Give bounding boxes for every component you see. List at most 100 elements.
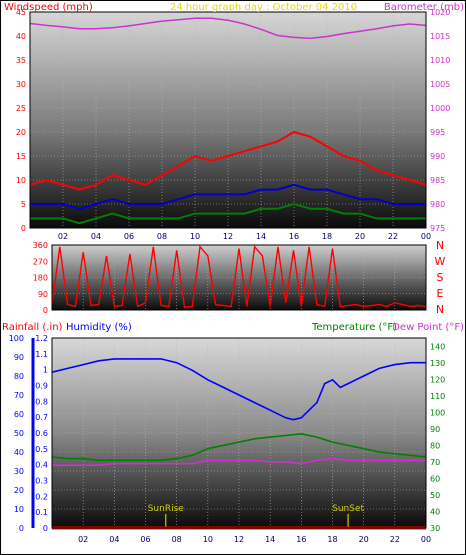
series-wind-speed xyxy=(30,202,426,225)
rainfall-tick-label: 1 xyxy=(43,366,48,375)
wind-x-tick-label: 04 xyxy=(91,232,101,241)
direction-panel-frame xyxy=(51,244,427,311)
wind-x-tick-label: 08 xyxy=(157,232,167,241)
rainfall-tick-label: 0.1 xyxy=(35,508,48,517)
series-wind-average xyxy=(30,183,426,210)
temperature-tick-label: 110 xyxy=(430,392,445,401)
windspeed-tick-label: 10 xyxy=(16,176,26,185)
temperature-tick-label: 70 xyxy=(430,458,440,467)
humidity-tick-label: 60 xyxy=(14,410,24,419)
sun-marker-label: SunSet xyxy=(332,504,364,514)
graph-title: 24 hour graph day : October 04 2010 xyxy=(170,2,357,13)
climate-x-tick-label: 08 xyxy=(172,535,182,544)
temperature-axis-label: Temperature (°F) xyxy=(311,322,397,333)
barometer-tick-label: 980 xyxy=(430,200,445,209)
barometer-axis-label: Barometer (mb) xyxy=(384,2,464,13)
windspeed-tick-label: 5 xyxy=(21,200,26,209)
humidity-tick-label: 30 xyxy=(14,467,24,476)
wind-panel-frame xyxy=(29,11,427,229)
humidity-tick-label: 10 xyxy=(14,505,24,514)
compass-label: N xyxy=(436,303,444,316)
rainfall-tick-label: 0.7 xyxy=(35,413,48,422)
climate-x-tick-label: 12 xyxy=(234,535,244,544)
wind-x-tick-label: 22 xyxy=(388,232,398,241)
windspeed-tick-label: 35 xyxy=(16,56,26,65)
rainfall-tick-label: 0.9 xyxy=(35,382,48,391)
climate-x-tick-label: 06 xyxy=(140,535,150,544)
barometer-tick-label: 995 xyxy=(430,128,445,137)
wind-x-tick-label: 12 xyxy=(223,232,233,241)
wind-x-tick-label: 20 xyxy=(355,232,365,241)
temperature-tick-label: 90 xyxy=(430,425,440,434)
series-barometer-mb- xyxy=(29,17,427,40)
barometer-tick-label: 1010 xyxy=(430,56,450,65)
compass-label: E xyxy=(437,287,444,300)
dewpoint-axis-label: Dew Point (°F) xyxy=(392,322,464,333)
windspeed-tick-label: 45 xyxy=(16,8,26,17)
temperature-tick-label: 50 xyxy=(430,491,440,500)
series-wind-gust xyxy=(29,130,427,191)
rainfall-tick-label: 0.2 xyxy=(35,492,48,501)
barometer-tick-label: 985 xyxy=(430,176,445,185)
wind-x-tick-label: 10 xyxy=(190,232,200,241)
humidity-tick-label: 80 xyxy=(14,372,24,381)
windspeed-tick-label: 0 xyxy=(21,224,26,233)
rainfall-tick-label: 1.1 xyxy=(35,350,48,359)
barometer-tick-label: 1000 xyxy=(430,104,450,113)
compass-label: W xyxy=(435,255,446,268)
climate-x-tick-label: 18 xyxy=(327,535,337,544)
climate-panel-ticks: 010203040506070809010000.10.20.30.40.50.… xyxy=(9,334,446,544)
temperature-tick-label: 60 xyxy=(430,474,440,483)
wind-x-tick-label: 18 xyxy=(322,232,332,241)
barometer-tick-label: 990 xyxy=(430,152,445,161)
temperature-tick-label: 80 xyxy=(430,441,440,450)
series-temperature-f xyxy=(51,432,427,462)
compass-label: S xyxy=(437,271,444,284)
compass-label: N xyxy=(436,239,444,252)
barometer-tick-label: 1005 xyxy=(430,80,450,89)
rainfall-tick-label: 0.6 xyxy=(35,429,48,438)
climate-x-tick-label: 20 xyxy=(359,535,369,544)
direction-tick-label: 0 xyxy=(43,306,48,315)
direction-tick-label: 270 xyxy=(33,257,48,266)
direction-tick-label: 180 xyxy=(33,274,48,283)
sun-marker-label: SunRise xyxy=(148,504,185,514)
climate-panel-frame xyxy=(51,337,427,529)
temperature-tick-label: 120 xyxy=(430,375,445,384)
climate-x-tick-label: 14 xyxy=(265,535,275,544)
rainfall-tick-label: 0.5 xyxy=(35,445,48,454)
windspeed-axis-label: Windspeed (mph) xyxy=(4,2,93,13)
climate-x-tick-label: 16 xyxy=(296,535,306,544)
direction-tick-label: 90 xyxy=(38,290,48,299)
barometer-tick-label: 1015 xyxy=(430,32,450,41)
humidity-axis-label: Humidity (%) xyxy=(66,322,132,333)
humidity-tick-label: 100 xyxy=(9,334,24,343)
climate-x-tick-label: 04 xyxy=(109,535,119,544)
wind-x-tick-label: 14 xyxy=(256,232,266,241)
humidity-tick-label: 20 xyxy=(14,486,24,495)
windspeed-tick-label: 15 xyxy=(16,152,26,161)
humidity-tick-label: 90 xyxy=(14,353,24,362)
direction-tick-label: 360 xyxy=(33,241,48,250)
windspeed-tick-label: 40 xyxy=(16,32,26,41)
rainfall-tick-label: 0.8 xyxy=(35,397,48,406)
rainfall-axis-label: Rainfall (.in) xyxy=(2,322,63,333)
windspeed-tick-label: 25 xyxy=(16,104,26,113)
humidity-tick-label: 70 xyxy=(14,391,24,400)
climate-x-tick-label: 22 xyxy=(390,535,400,544)
rainfall-tick-label: 0.4 xyxy=(35,461,48,470)
windspeed-tick-label: 20 xyxy=(16,128,26,137)
series-dew-point-f xyxy=(52,457,426,467)
wind-panel-ticks: 0510152025303540459759809859909951000100… xyxy=(16,8,451,241)
humidity-tick-label: 40 xyxy=(14,448,24,457)
barometer-tick-label: 975 xyxy=(430,224,445,233)
series-wind-direction xyxy=(51,245,427,309)
wind-x-tick-label: 02 xyxy=(58,232,68,241)
temperature-tick-label: 100 xyxy=(430,408,445,417)
climate-x-tick-label: 10 xyxy=(203,535,213,544)
temperature-tick-label: 30 xyxy=(430,524,440,533)
climate-x-tick-label: 00 xyxy=(421,535,431,544)
wind-x-tick-label: 00 xyxy=(421,232,431,241)
